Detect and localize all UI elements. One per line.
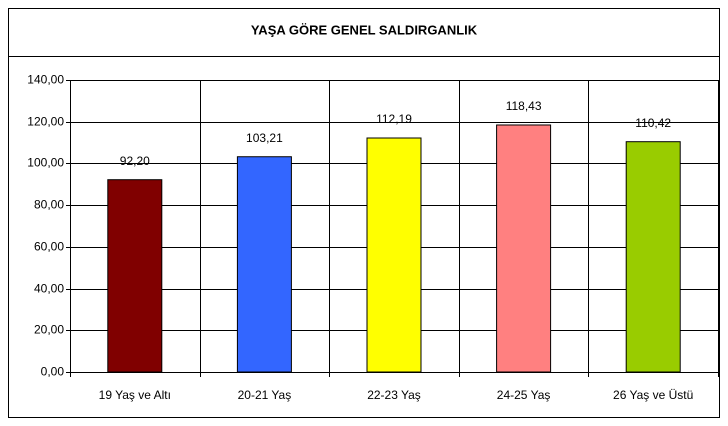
bar — [625, 141, 681, 373]
y-tick-label: 20,00 — [34, 323, 64, 337]
bar — [496, 124, 552, 373]
value-label: 110,42 — [635, 116, 671, 130]
y-tick-label: 140,00 — [27, 73, 64, 87]
y-tick-label: 40,00 — [34, 282, 64, 296]
x-tick-label: 22-23 Yaş — [367, 388, 421, 402]
value-label: 92,20 — [120, 154, 150, 168]
value-label: 103,21 — [246, 131, 283, 145]
bar — [107, 179, 163, 373]
x-tick-label: 24-25 Yaş — [497, 388, 551, 402]
bar — [236, 156, 292, 373]
y-tick-label: 100,00 — [27, 156, 64, 170]
y-tick-label: 120,00 — [27, 115, 64, 129]
x-tick-label: 20-21 Yaş — [238, 388, 292, 402]
x-tick-label: 19 Yaş ve Altı — [99, 388, 171, 402]
y-tick-label: 80,00 — [34, 198, 64, 212]
y-tick-label: 60,00 — [34, 240, 64, 254]
value-label: 112,19 — [376, 112, 412, 126]
value-label: 118,43 — [506, 99, 542, 113]
x-tick-label: 26 Yaş ve Üstü — [613, 388, 693, 402]
y-tick-label: 0,00 — [41, 365, 65, 379]
bar — [366, 137, 422, 373]
chart-title: YAŞA GÖRE GENEL SALDIRGANLIK — [251, 22, 478, 37]
